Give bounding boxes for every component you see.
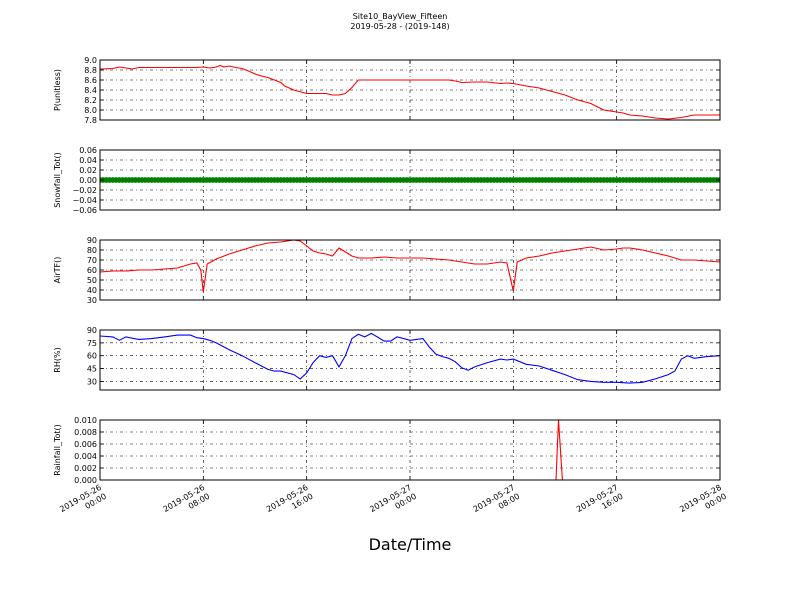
panel-rainfall: 0.000 0.002 0.004 0.006 0.008 0.010 Rainfall_T… xyxy=(53,416,721,485)
y-axis-label: P(unitless) xyxy=(53,69,62,111)
y-tick-label: 90 xyxy=(87,326,97,335)
series-line-2 xyxy=(100,239,720,293)
x-tick-label: 2019-05-2716:00 xyxy=(575,483,625,523)
y-axis-label: Rainfall_Tot() xyxy=(53,424,62,476)
y-tick-label: 30 xyxy=(87,377,97,386)
y-tick-label: 0.04 xyxy=(79,156,97,165)
chart-subtitle: 2019-05-28 - (2019-148) xyxy=(350,22,449,31)
y-tick-label: 60 xyxy=(87,266,97,275)
y-tick-label: 0.010 xyxy=(74,416,97,425)
y-tick-label: 0.002 xyxy=(74,464,97,473)
y-tick-label: 8.4 xyxy=(84,86,97,95)
series-line-3 xyxy=(100,332,720,384)
series-line-0 xyxy=(100,64,720,120)
y-tick-label: 30 xyxy=(87,296,97,305)
y-tick-label: 0.02 xyxy=(79,166,97,175)
y-tick-label: 70 xyxy=(87,256,97,265)
y-tick-label: 8.2 xyxy=(84,96,97,105)
panel-pressure: 7.88.08.28.48.68.89.0 P(unitless) xyxy=(53,56,721,125)
y-tick-label: 0.008 xyxy=(74,428,97,437)
y-tick-label: 45 xyxy=(87,365,97,374)
y-tick-label: 0.004 xyxy=(74,452,97,461)
y-tick-label: 0.006 xyxy=(74,440,97,449)
x-tick-label: 2019-05-2800:00 xyxy=(678,483,728,523)
y-axis-label: AirTF() xyxy=(53,257,62,284)
y-tick-label: 8.0 xyxy=(84,106,97,115)
series-snowfall xyxy=(100,177,720,183)
y-tick-label: 80 xyxy=(87,246,97,255)
x-tick-label: 2019-05-2600:00 xyxy=(58,483,108,523)
y-tick-label: 75 xyxy=(87,339,97,348)
y-axis-label: Snowfall_Tot() xyxy=(53,152,62,208)
y-tick-label: −0.04 xyxy=(72,196,97,205)
x-tick-label: 2019-05-2700:00 xyxy=(368,483,418,523)
x-tick-label: 2019-05-2616:00 xyxy=(265,483,315,523)
x-tick-label: 2019-05-2608:00 xyxy=(162,483,212,523)
y-tick-label: 0.06 xyxy=(79,146,97,155)
y-tick-label: 8.6 xyxy=(84,76,97,85)
panel-rh: 30 45 60 75 90 RH(%) xyxy=(53,326,721,391)
y-tick-label: −0.06 xyxy=(72,206,97,215)
y-tick-label: 60 xyxy=(87,352,97,361)
y-tick-label: 8.8 xyxy=(84,66,97,75)
panel-snowfall: −0.06−0.04−0.020.000.020.040.06 Snowfall_… xyxy=(53,146,721,215)
y-tick-label: 9.0 xyxy=(84,56,97,65)
x-axis-label: Date/Time xyxy=(369,535,452,554)
y-axis-label: RH(%) xyxy=(53,347,62,372)
y-tick-label: 50 xyxy=(87,276,97,285)
chart-title: Site10_BayView_Fifteen xyxy=(353,12,448,21)
y-tick-label: 0.00 xyxy=(79,176,97,185)
y-tick-label: −0.02 xyxy=(72,186,97,195)
x-tick-labels: 2019-05-2600:00 2019-05-2608:00 2019-05-26… xyxy=(58,483,728,523)
y-tick-label: 40 xyxy=(87,286,97,295)
y-tick-label: 7.8 xyxy=(84,116,97,125)
y-tick-label: 90 xyxy=(87,236,97,245)
x-tick-label: 2019-05-2708:00 xyxy=(472,483,522,523)
y-tick-label: 0.000 xyxy=(74,476,97,485)
